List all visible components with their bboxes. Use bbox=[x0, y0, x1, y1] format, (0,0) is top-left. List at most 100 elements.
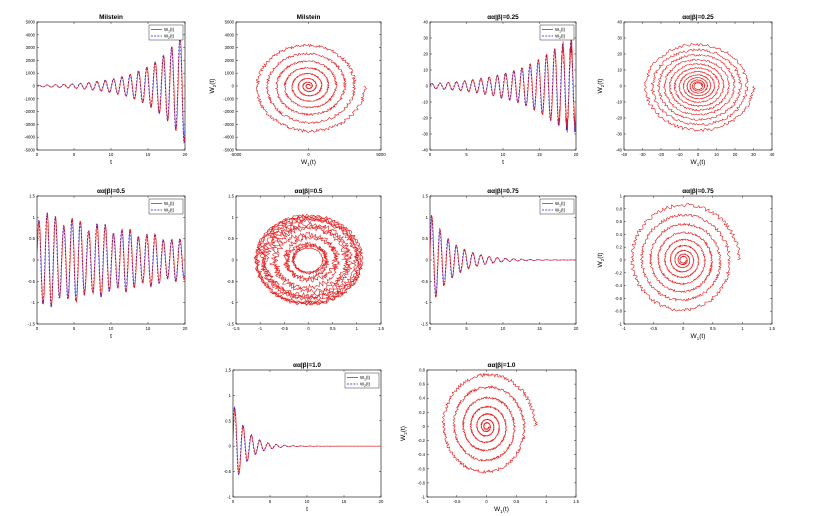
y-axis-label-main: W bbox=[400, 434, 407, 441]
legend-label-w2: W2(t) bbox=[555, 208, 566, 214]
axes-box bbox=[426, 369, 577, 498]
plot-area bbox=[441, 372, 538, 474]
y-tick-label: 0.5 bbox=[422, 236, 428, 241]
y-axis-label-suffix: (t) bbox=[597, 79, 604, 85]
x-tick-label: 0.5 bbox=[330, 326, 336, 331]
x-tick-label: 0.5 bbox=[710, 326, 716, 331]
y-tick-label: 0.6 bbox=[616, 219, 622, 224]
x-axis-label-suffix: (t) bbox=[699, 159, 705, 166]
phase-trajectory bbox=[253, 213, 364, 307]
y-axis-label: W2(t) bbox=[597, 253, 605, 268]
series-line-w1 bbox=[430, 215, 576, 298]
plot-area bbox=[253, 213, 364, 307]
y-tick-label: 0 bbox=[426, 258, 429, 263]
x-tick-label: 40 bbox=[770, 152, 775, 157]
axes-box bbox=[232, 369, 382, 498]
y-tick-label: -10 bbox=[616, 100, 623, 105]
y-tick-label: -1 bbox=[230, 300, 234, 305]
x-tick-label: 15 bbox=[146, 152, 151, 157]
x-tick-label: 5 bbox=[73, 152, 76, 157]
axes-box bbox=[235, 21, 382, 151]
subplot-p5: 0 5 10 15 20 -1.5 -1 -0.5 0 0.5 1 1.5 αα|β|=0.5 t W1(t… bbox=[28, 188, 188, 340]
axes-box bbox=[36, 195, 186, 325]
y-tick-label: 4000 bbox=[26, 32, 36, 37]
subplot-p3: 0 5 10 15 20 -40 -30 -20 -10 0 10 20 30 40 αα|β|=0.25 t… bbox=[422, 14, 579, 166]
x-tick-label: 20 bbox=[183, 326, 188, 331]
x-tick-label: -1 bbox=[622, 326, 626, 331]
y-tick-label: 1 bbox=[33, 215, 36, 220]
y-tick-label: 0.5 bbox=[225, 418, 231, 423]
x-tick-label: -5000 bbox=[231, 152, 242, 157]
x-tick-label: 10 bbox=[501, 152, 506, 157]
x-axis-label-sub: 1 bbox=[697, 336, 700, 341]
y-tick-label: -20 bbox=[616, 116, 623, 121]
x-tick-label: 10 bbox=[714, 152, 719, 157]
y-tick-label: 5000 bbox=[225, 20, 235, 25]
subplot-title: αα|β|=1.0 bbox=[293, 362, 321, 369]
y-tick-label: 10 bbox=[617, 68, 622, 73]
x-tick-label: 15 bbox=[342, 499, 347, 504]
legend-label-w2: W2(t) bbox=[360, 382, 371, 388]
y-tick-label: -4000 bbox=[223, 135, 234, 140]
y-tick-label: 40 bbox=[617, 20, 622, 25]
subplot-title: αα|β|=0.75 bbox=[682, 188, 714, 195]
plot-area bbox=[644, 43, 756, 133]
y-tick-label: -0.5 bbox=[421, 279, 429, 284]
y-axis-label-main: W bbox=[597, 86, 604, 93]
y-tick-label: 2000 bbox=[225, 58, 235, 63]
subplot-p6: -1.5 -1 -0.5 0 0.5 1 1.5 -1.5 -1 -0.5 0 0.5 1 1.5 αα|β… bbox=[227, 188, 385, 331]
y-tick-label: -0.8 bbox=[615, 309, 623, 314]
plot-area bbox=[37, 34, 185, 144]
x-axis-label-main: W bbox=[691, 159, 698, 166]
x-axis-label-main: W bbox=[691, 333, 698, 340]
x-tick-label: 5 bbox=[465, 152, 468, 157]
x-axis-label-main: t bbox=[110, 333, 112, 340]
x-tick-label: 15 bbox=[537, 152, 542, 157]
legend-label-w1: W1(t) bbox=[360, 375, 371, 381]
y-tick-label: -0.5 bbox=[28, 279, 36, 284]
x-tick-label: 20 bbox=[379, 499, 384, 504]
x-tick-label: 5 bbox=[465, 326, 468, 331]
x-tick-label: 0 bbox=[682, 326, 685, 331]
subplot-p9: 0 5 10 15 20 -1 -0.5 0 0.5 1 1.5 αα|β|=1.0 t W1(t)W2(… bbox=[224, 362, 384, 513]
legend-label-w1: W1(t) bbox=[164, 27, 175, 33]
y-tick-label: 3000 bbox=[225, 45, 235, 50]
y-tick-label: -2000 bbox=[223, 109, 234, 114]
y-tick-label: -0.2 bbox=[615, 270, 623, 275]
y-tick-label: -2000 bbox=[24, 109, 35, 114]
y-tick-label: 0.2 bbox=[419, 410, 425, 415]
y-tick-label: 0.8 bbox=[616, 206, 622, 211]
y-tick-label: -1 bbox=[421, 495, 425, 500]
x-tick-label: -40 bbox=[621, 152, 628, 157]
axes-box bbox=[623, 21, 773, 151]
y-tick-label: 0 bbox=[426, 84, 429, 89]
y-tick-label: 0.4 bbox=[616, 232, 622, 237]
y-tick-label: 4000 bbox=[225, 32, 235, 37]
y-tick-label: 0 bbox=[229, 444, 232, 449]
y-tick-label: -3000 bbox=[24, 122, 35, 127]
y-tick-label: 1000 bbox=[225, 71, 235, 76]
y-tick-label: -1 bbox=[618, 322, 622, 327]
subplot-p4: -40 -30 -20 -10 0 10 20 30 40 -40 -30 -20 -10 0 10 20 30… bbox=[597, 14, 775, 167]
legend-label-w2: W2(t) bbox=[164, 208, 175, 214]
x-tick-label: 20 bbox=[733, 152, 738, 157]
x-axis-label-main: t bbox=[110, 159, 112, 166]
y-tick-label: 0.5 bbox=[228, 236, 234, 241]
y-tick-label: -40 bbox=[616, 148, 623, 153]
y-axis-label-suffix: (t) bbox=[209, 79, 216, 85]
subplot-title: Milstein bbox=[99, 14, 123, 21]
y-tick-label: 20 bbox=[423, 52, 428, 57]
y-tick-label: 1.5 bbox=[29, 194, 35, 199]
x-tick-label: 1.5 bbox=[573, 499, 579, 504]
x-tick-label: 20 bbox=[574, 326, 579, 331]
y-axis-label-sub: 2 bbox=[212, 84, 217, 87]
x-tick-label: 5000 bbox=[376, 152, 386, 157]
x-tick-label: 1 bbox=[545, 499, 548, 504]
x-axis-label-suffix: (t) bbox=[699, 333, 705, 340]
x-tick-label: -1.5 bbox=[232, 326, 240, 331]
y-axis-label: W2(t) bbox=[597, 79, 605, 94]
y-tick-label: 0 bbox=[232, 84, 235, 89]
y-tick-label: -1.5 bbox=[227, 322, 235, 327]
x-axis-label-sub: 1 bbox=[307, 162, 310, 167]
